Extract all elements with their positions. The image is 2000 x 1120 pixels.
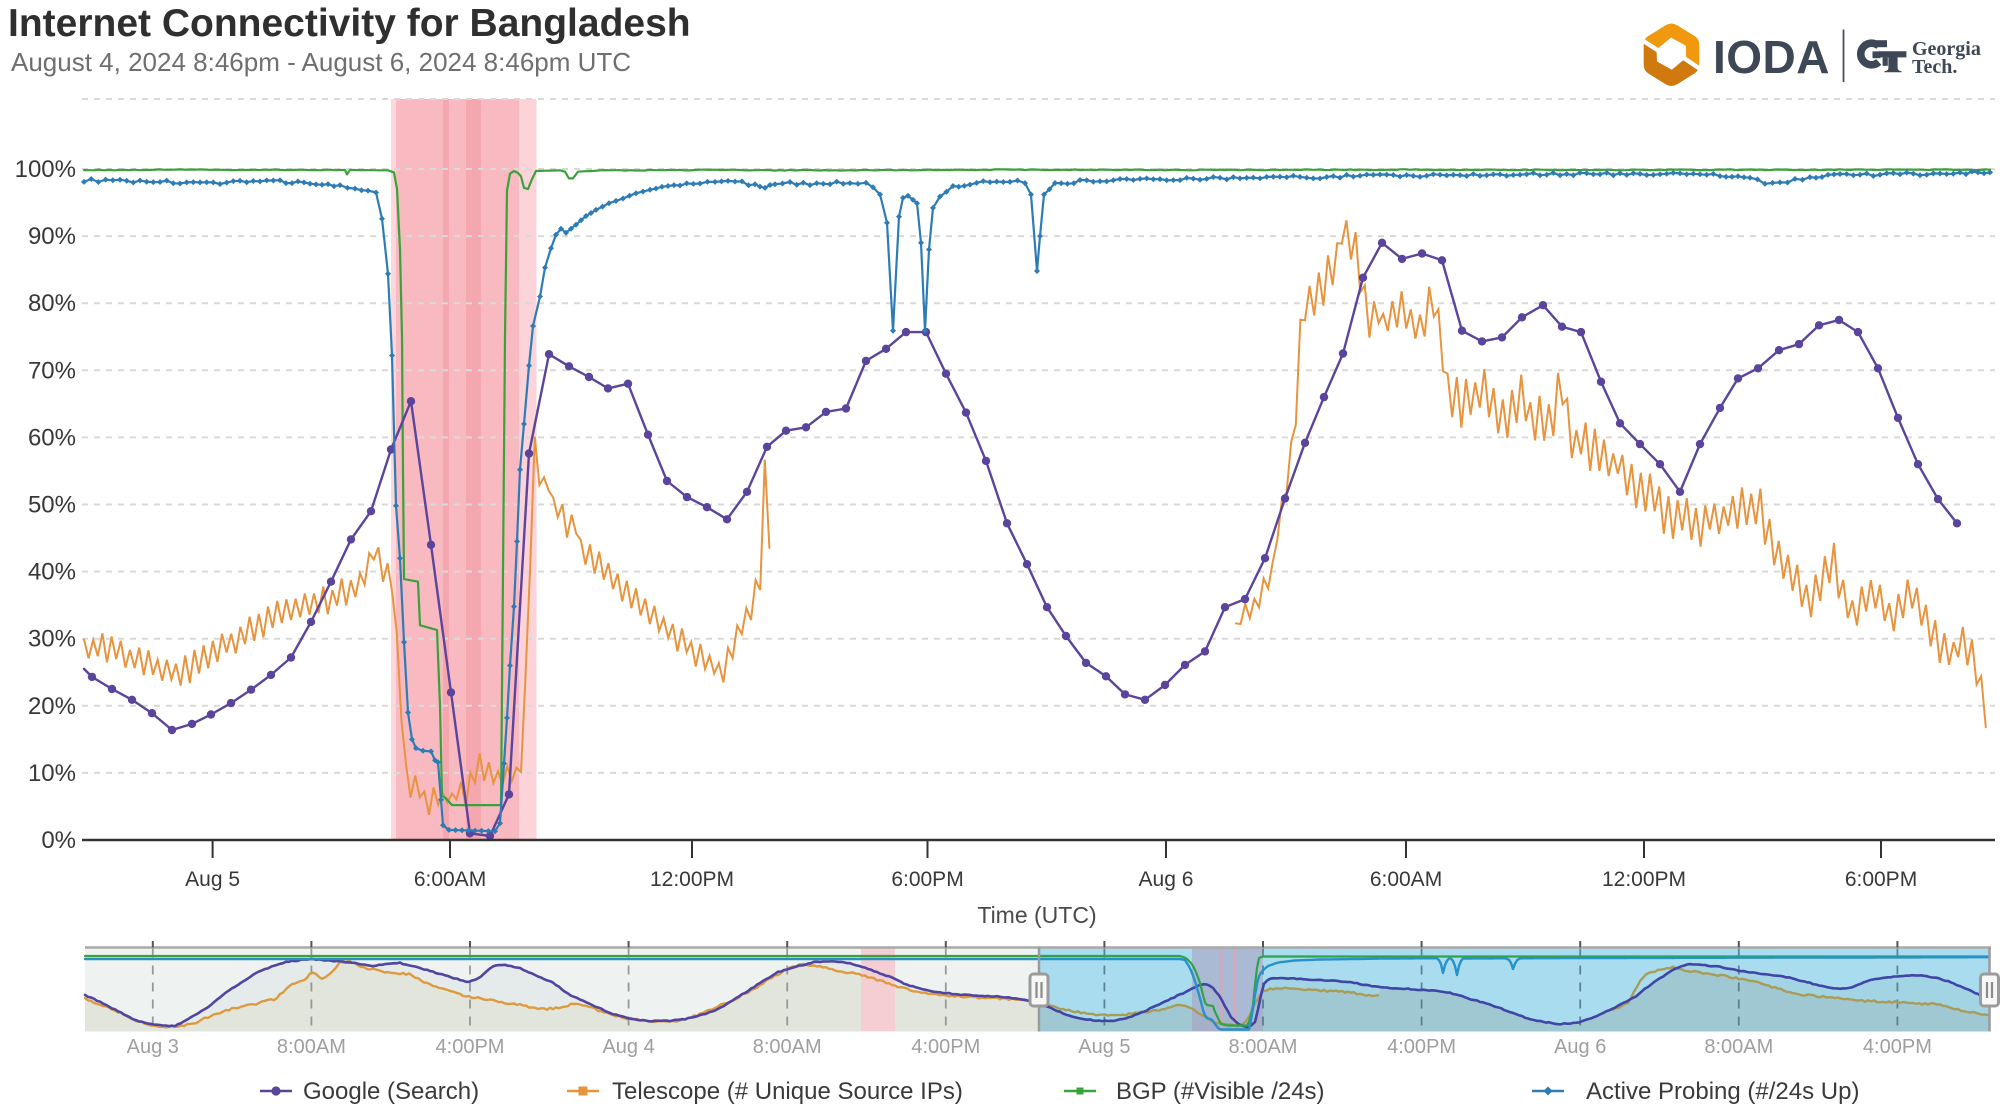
svg-text:Aug 6: Aug 6 <box>1554 1036 1606 1058</box>
svg-text:6:00AM: 6:00AM <box>414 868 486 891</box>
svg-text:30%: 30% <box>28 626 76 653</box>
svg-text:8:00AM: 8:00AM <box>1704 1036 1773 1058</box>
svg-text:20%: 20% <box>28 693 76 720</box>
svg-text:4:00PM: 4:00PM <box>1863 1036 1932 1058</box>
svg-text:Active Probing (#/24s Up): Active Probing (#/24s Up) <box>1586 1078 1859 1105</box>
svg-text:12:00PM: 12:00PM <box>650 868 734 891</box>
svg-text:4:00PM: 4:00PM <box>911 1036 980 1058</box>
svg-text:4:00PM: 4:00PM <box>1387 1036 1456 1058</box>
svg-text:100%: 100% <box>15 156 76 183</box>
svg-text:Tech.: Tech. <box>1912 56 1957 78</box>
svg-text:8:00AM: 8:00AM <box>1229 1036 1298 1058</box>
svg-text:70%: 70% <box>28 357 76 384</box>
svg-text:6:00PM: 6:00PM <box>891 868 963 891</box>
svg-text:Aug 5: Aug 5 <box>1078 1036 1130 1058</box>
svg-text:Aug 6: Aug 6 <box>1139 868 1194 891</box>
svg-text:90%: 90% <box>28 223 76 250</box>
svg-text:6:00AM: 6:00AM <box>1370 868 1442 891</box>
svg-text:Time (UTC): Time (UTC) <box>977 902 1096 928</box>
svg-text:40%: 40% <box>28 559 76 586</box>
svg-text:0%: 0% <box>41 827 76 854</box>
svg-text:Telescope (# Unique Source IPs: Telescope (# Unique Source IPs) <box>612 1078 963 1105</box>
svg-text:6:00PM: 6:00PM <box>1845 868 1917 891</box>
svg-text:4:00PM: 4:00PM <box>436 1036 505 1058</box>
svg-text:Google (Search): Google (Search) <box>303 1078 479 1105</box>
svg-text:80%: 80% <box>28 290 76 317</box>
svg-text:60%: 60% <box>28 424 76 451</box>
svg-text:8:00AM: 8:00AM <box>277 1036 346 1058</box>
svg-text:Aug 4: Aug 4 <box>602 1036 654 1058</box>
svg-text:IODA: IODA <box>1713 31 1830 83</box>
svg-text:Aug 3: Aug 3 <box>127 1036 179 1058</box>
svg-text:8:00AM: 8:00AM <box>753 1036 822 1058</box>
svg-text:50%: 50% <box>28 492 76 519</box>
svg-text:Georgia: Georgia <box>1912 38 1981 60</box>
svg-text:12:00PM: 12:00PM <box>1602 868 1686 891</box>
svg-text:BGP (#Visible /24s): BGP (#Visible /24s) <box>1116 1078 1325 1105</box>
svg-text:Aug 5: Aug 5 <box>185 868 240 891</box>
svg-text:10%: 10% <box>28 760 76 787</box>
